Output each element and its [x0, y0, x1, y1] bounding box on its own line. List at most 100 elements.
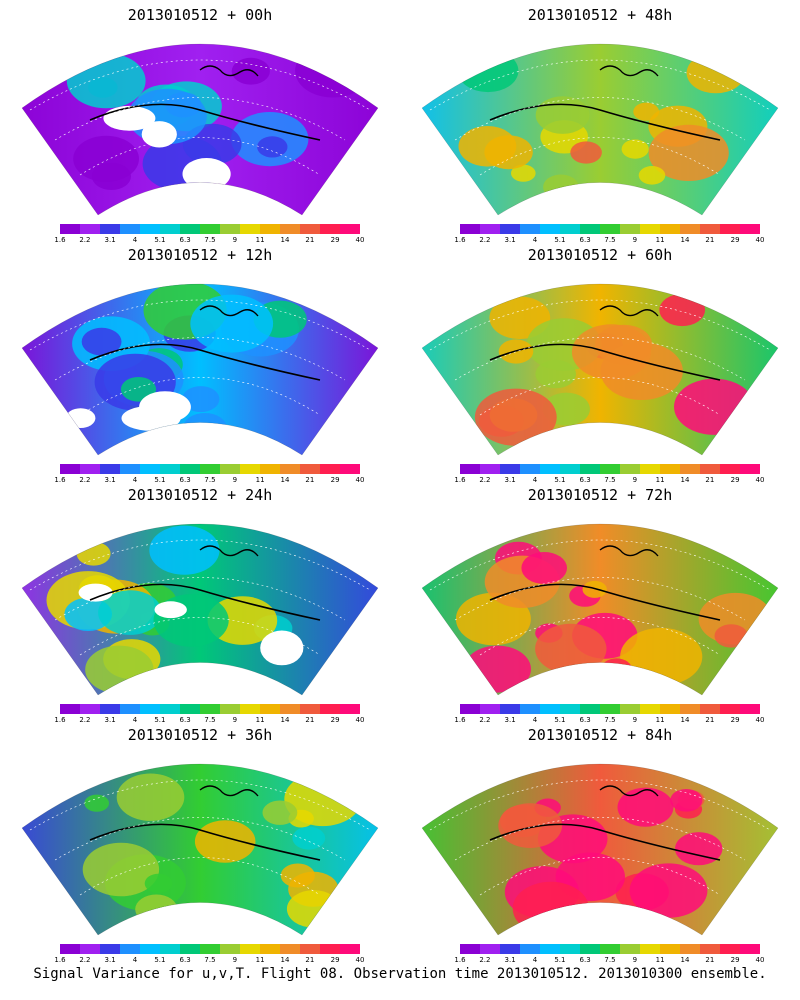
- colorbar-tick-label: 40: [755, 476, 765, 484]
- colorbar-swatch: [300, 704, 320, 714]
- colorbar-tick-label: 1.6: [454, 476, 466, 484]
- forecast-map: [21, 283, 379, 456]
- colorbar-swatch: [700, 464, 720, 474]
- panel-title: 2013010512 + 72h: [527, 486, 673, 504]
- colorbar-tick-label: 4: [532, 716, 538, 724]
- colorbar-swatch: [460, 464, 480, 474]
- colorbar-swatch: [680, 944, 700, 954]
- colorbar-swatch: [240, 224, 260, 234]
- colorbar-swatch: [100, 464, 120, 474]
- colorbar-swatch: [60, 224, 80, 234]
- colorbar-tick-label: 9: [632, 236, 638, 244]
- colorbar-tick-label: 4: [532, 476, 538, 484]
- colorbar-swatch: [180, 704, 200, 714]
- colorbar-swatch: [220, 224, 240, 234]
- colorbar-tick-label: 2.2: [479, 956, 491, 964]
- colorbar-swatch: [600, 944, 620, 954]
- colorbar-swatch: [480, 704, 500, 714]
- panel-title: 2013010512 + 48h: [527, 6, 673, 24]
- colorbar-tick-label: 7.5: [204, 956, 216, 964]
- colorbar-tick-label: 29: [730, 956, 740, 964]
- panel-title: 2013010512 + 36h: [127, 726, 273, 744]
- colorbar-swatch: [260, 944, 280, 954]
- colorbar-swatch: [500, 464, 520, 474]
- colorbar-swatch: [480, 464, 500, 474]
- map-panel: 2013010512 + 48h 1.6 2.2 3.1 4 5.1 6.3 7.5 9 11 14…: [400, 0, 800, 244]
- colorbar-tick-label: 14: [280, 956, 290, 964]
- colorbar-swatch: [720, 944, 740, 954]
- colorbar-swatch: [620, 704, 640, 714]
- colorbar-tick-label: 29: [330, 716, 340, 724]
- colorbar-swatch: [240, 944, 260, 954]
- colorbar-tick-label: 6.3: [179, 716, 191, 724]
- colorbar: [60, 464, 360, 474]
- colorbar-swatch: [140, 464, 160, 474]
- map-panel: 2013010512 + 12h 1.6 2.2 3.1 4 5.1 6.3 7.5 9 11 14…: [0, 240, 400, 484]
- colorbar-tick-label: 4: [532, 236, 538, 244]
- colorbar: [460, 944, 760, 954]
- colorbar: [60, 944, 360, 954]
- colorbar-tick-label: 14: [280, 236, 290, 244]
- colorbar-labels: 1.6 2.2 3.1 4 5.1 6.3 7.5 9 11 14 21 29 40: [454, 236, 764, 246]
- colorbar-swatch: [620, 224, 640, 234]
- colorbar-swatch: [140, 704, 160, 714]
- colorbar-swatch: [220, 944, 240, 954]
- colorbar-tick-label: 29: [330, 476, 340, 484]
- colorbar-tick-label: 14: [680, 476, 690, 484]
- colorbar: [60, 224, 360, 234]
- colorbar-swatch: [260, 464, 280, 474]
- colorbar-tick-label: 9: [232, 476, 238, 484]
- colorbar: [460, 224, 760, 234]
- map-panel: 2013010512 + 84h 1.6 2.2 3.1 4 5.1 6.3 7.5 9 11 14…: [400, 720, 800, 964]
- colorbar-tick-label: 40: [755, 716, 765, 724]
- colorbar-swatch: [500, 944, 520, 954]
- colorbar-tick-label: 1.6: [454, 236, 466, 244]
- colorbar-swatch: [200, 464, 220, 474]
- colorbar-tick-label: 11: [255, 236, 265, 244]
- colorbar-swatch: [320, 944, 340, 954]
- colorbar-swatch: [720, 704, 740, 714]
- colorbar-swatch: [460, 944, 480, 954]
- colorbar-tick-label: 21: [305, 716, 315, 724]
- colorbar-tick-label: 11: [655, 956, 665, 964]
- colorbar-swatch: [620, 944, 640, 954]
- colorbar-tick-label: 1.6: [54, 716, 66, 724]
- colorbar-swatch: [220, 464, 240, 474]
- colorbar-tick-label: 2.2: [479, 236, 491, 244]
- colorbar-swatch: [680, 704, 700, 714]
- colorbar-tick-label: 11: [655, 716, 665, 724]
- colorbar-tick-label: 7.5: [604, 956, 616, 964]
- colorbar-swatch: [720, 464, 740, 474]
- colorbar-swatch: [540, 464, 560, 474]
- colorbar-tick-label: 40: [355, 236, 365, 244]
- colorbar-tick-label: 29: [330, 236, 340, 244]
- colorbar-tick-label: 2.2: [479, 476, 491, 484]
- colorbar-labels: 1.6 2.2 3.1 4 5.1 6.3 7.5 9 11 14 21 29 40: [54, 956, 364, 966]
- colorbar-swatch: [680, 224, 700, 234]
- colorbar-tick-label: 2.2: [79, 716, 91, 724]
- colorbar-tick-label: 40: [355, 716, 365, 724]
- colorbar-swatch: [120, 704, 140, 714]
- forecast-map: [421, 283, 779, 456]
- colorbar-swatch: [660, 944, 680, 954]
- colorbar-swatch: [180, 464, 200, 474]
- colorbar-tick-label: 1.6: [54, 476, 66, 484]
- colorbar-swatch: [280, 464, 300, 474]
- colorbar-swatch: [700, 704, 720, 714]
- colorbar-swatch: [280, 704, 300, 714]
- colorbar-swatch: [660, 224, 680, 234]
- forecast-map: [421, 43, 779, 216]
- colorbar-swatch: [140, 944, 160, 954]
- colorbar-tick-label: 7.5: [204, 236, 216, 244]
- colorbar-labels: 1.6 2.2 3.1 4 5.1 6.3 7.5 9 11 14 21 29 40: [454, 476, 764, 486]
- colorbar-labels: 1.6 2.2 3.1 4 5.1 6.3 7.5 9 11 14 21 29 40: [454, 956, 764, 966]
- colorbar-swatch: [680, 464, 700, 474]
- panel-title: 2013010512 + 84h: [527, 726, 673, 744]
- colorbar-tick-label: 5.1: [554, 236, 566, 244]
- colorbar-labels: 1.6 2.2 3.1 4 5.1 6.3 7.5 9 11 14 21 29 40: [54, 236, 364, 246]
- colorbar-swatch: [320, 704, 340, 714]
- panel-title: 2013010512 + 60h: [527, 246, 673, 264]
- colorbar-tick-label: 9: [632, 956, 638, 964]
- colorbar-tick-label: 5.1: [154, 956, 166, 964]
- colorbar-tick-label: 40: [355, 476, 365, 484]
